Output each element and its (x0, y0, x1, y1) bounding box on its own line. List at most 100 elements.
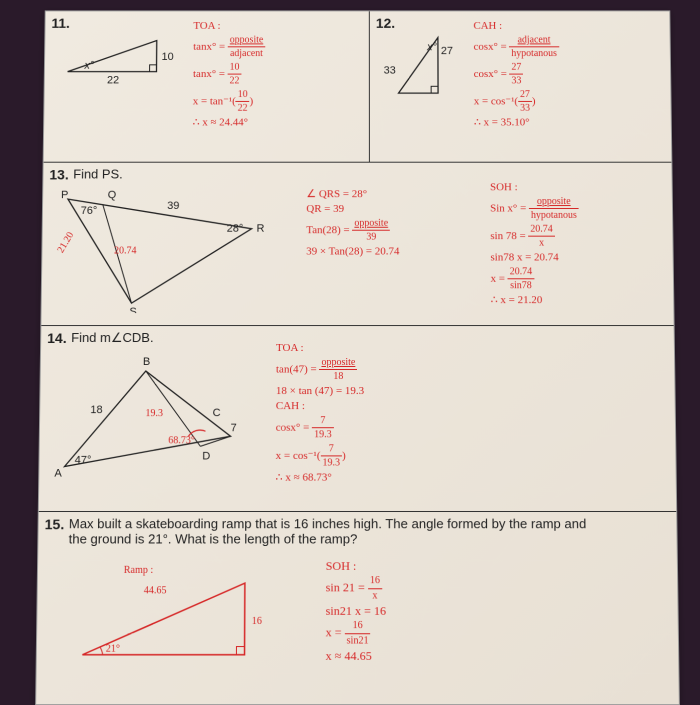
t: x = cos⁻¹ (474, 95, 515, 107)
t: x = cos⁻¹ (276, 449, 317, 461)
t: tanx° = (193, 41, 228, 53)
q13-title: Find PS. (73, 167, 123, 182)
q11-opp: 10 (162, 51, 174, 63)
q14-number: 14. (47, 330, 67, 346)
n: 27 (518, 88, 532, 102)
t: Sin x° = (490, 202, 529, 214)
A: A (54, 467, 62, 479)
t: cosx° = (474, 41, 510, 53)
title: SOH : (326, 558, 528, 574)
n: opposite (228, 34, 265, 48)
q12-adj: 27 (441, 45, 453, 57)
l2: sin21 x = 16 (326, 603, 528, 620)
t: cosx° = (474, 68, 510, 80)
l4: 39 × Tan(28) = 20.74 (306, 244, 475, 259)
row-11-12: 11. 22 10 x° TOA : tanx° = oppositeadjac… (44, 11, 672, 162)
t: cosx° = (276, 421, 312, 433)
R: R (257, 223, 265, 235)
t: sin 78 = (490, 230, 528, 242)
rl: Ramp : (124, 565, 154, 576)
s18: 18 (90, 404, 102, 416)
d: 39 (352, 231, 390, 244)
problem-14: 14. Find m∠CDB. A B C D 18 47° 7 19.3 68… (39, 326, 676, 512)
q11-ans: ∴ x ≈ 24.44° (193, 115, 361, 130)
l5: ∴ x = 21.20 (491, 293, 671, 308)
d: x (528, 237, 554, 250)
r1: 20.74 (114, 246, 137, 257)
l4: x ≈ 44.65 (326, 648, 529, 665)
title: SOH : (490, 180, 669, 195)
q12-angle: x° (426, 41, 437, 53)
q11-adj: 22 (107, 75, 119, 87)
t2: CAH : (276, 399, 477, 414)
q11-angle: x° (83, 60, 95, 72)
l2: 18 × tan (47) = 19.3 (276, 384, 476, 399)
d: hypotanous (509, 48, 559, 61)
n: opposite (352, 217, 390, 231)
d: 22 (236, 102, 250, 115)
problem-11: 11. 22 10 x° TOA : tanx° = oppositeadjac… (44, 11, 370, 161)
q12-number: 12. (376, 15, 395, 31)
q11-triangle: 22 10 x° (62, 33, 181, 91)
d: x (368, 589, 382, 603)
t: x = (491, 273, 508, 285)
t: sin 21 = (326, 580, 368, 594)
n: 7 (320, 442, 342, 457)
n: 10 (228, 61, 242, 75)
B: B (143, 356, 150, 368)
d: 33 (510, 75, 524, 88)
n: opposite (319, 356, 357, 371)
rv: 44.65 (144, 585, 167, 596)
d: sin21 (345, 634, 371, 648)
D: D (202, 450, 210, 462)
d: 19.3 (320, 456, 342, 470)
l2: QR = 39 (306, 202, 475, 217)
worksheet-paper: 11. 22 10 x° TOA : tanx° = oppositeadjac… (35, 10, 680, 705)
d: adjacent (228, 48, 265, 61)
q15-work: SOH : sin 21 = 16x sin21 x = 16 x = 16si… (326, 558, 529, 665)
t: x = tan⁻¹ (193, 95, 232, 107)
problem-12: 12. 27 33 x° CAH : cosx° = adjacenthypot… (370, 11, 671, 161)
opp: 16 (252, 616, 262, 627)
r2: 21.20 (55, 230, 76, 255)
line1: Max built a skateboarding ramp that is 1… (69, 516, 667, 531)
q14-title: Find m∠CDB. (71, 330, 154, 346)
q15-text: Max built a skateboarding ramp that is 1… (69, 516, 667, 546)
q13-work-left: ∠ QRS = 28° QR = 39 Tan(28) = opposite39… (306, 187, 475, 259)
a28: 28° (227, 223, 244, 235)
line2: the ground is 21°. What is the length of… (69, 531, 667, 546)
r1: 19.3 (145, 408, 163, 419)
q14-triangle: A B C D 18 47° 7 19.3 68.73° (49, 351, 271, 492)
Q: Q (108, 189, 117, 201)
n: 20.74 (528, 223, 554, 237)
q11-number: 11. (51, 15, 70, 31)
problem-15: 15. Max built a skateboarding ramp that … (36, 512, 678, 696)
l1: ∠ QRS = 28° (306, 187, 475, 202)
d: 19.3 (312, 428, 334, 442)
title: TOA : (276, 341, 476, 356)
n: adjacent (509, 34, 559, 48)
s7: 7 (231, 422, 237, 434)
d: 22 (228, 75, 242, 88)
n: 27 (509, 61, 523, 75)
d: 33 (518, 102, 532, 115)
P: P (61, 189, 68, 201)
n: 7 (312, 414, 334, 429)
q11-toa: TOA : (193, 19, 361, 33)
C: C (213, 407, 221, 419)
d: 18 (319, 370, 357, 384)
n: 20.74 (508, 265, 535, 279)
l5: ∴ x ≈ 68.73° (276, 470, 477, 485)
n: opposite (529, 195, 579, 209)
q12-triangle: 27 33 x° (384, 33, 463, 111)
n: 16 (345, 619, 371, 634)
l3: sin78 x = 20.74 (490, 250, 669, 265)
problem-13: 13. Find PS. P Q R S 76° 28° 39 20.74 21… (41, 163, 673, 326)
q12-work: CAH : cosx° = adjacenthypotanous cosx° =… (473, 19, 662, 130)
q14-work: TOA : tan(47) = opposite18 18 × tan (47)… (276, 341, 477, 485)
q11-work: TOA : tanx° = oppositeadjacent tanx° = 1… (193, 19, 361, 130)
d: sin78 (508, 279, 535, 292)
q15-number: 15. (45, 516, 65, 532)
S: S (129, 306, 136, 313)
t: tan(47) = (276, 363, 320, 375)
